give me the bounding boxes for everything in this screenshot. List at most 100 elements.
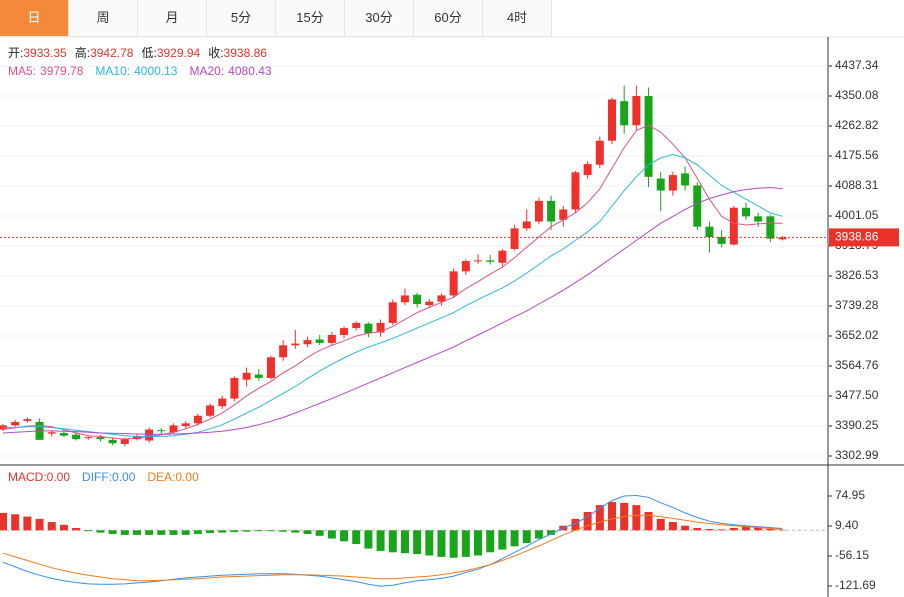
macd-bar [668,522,677,531]
candle-body [498,250,507,263]
y-tick-label: -56.15 [835,548,869,562]
macd-bar [449,530,458,558]
candle-body [218,398,227,407]
y-tick-label: 3390.25 [835,418,879,432]
legend-name: MA10: [95,64,130,78]
y-tick-label: 3302.99 [835,448,879,462]
macd-bar [352,530,361,545]
candle-body [400,295,409,303]
candle-body [206,405,215,416]
macd-bar [218,530,227,533]
timeframe-tab[interactable]: 日 [0,0,69,37]
candle-body [620,101,629,126]
candle-body [340,328,349,335]
ma-line [2,186,783,435]
legend-name: DIFF: [82,470,112,484]
macd-bar [717,529,726,531]
macd-bar [437,530,446,557]
macd-bar [705,528,714,531]
legend-name: DEA: [147,470,175,484]
macd-bar [461,530,470,557]
macd-bar [486,530,495,553]
macd-bar [206,530,215,534]
legend-value: 3979.78 [40,64,84,78]
y-tick-label: 9.40 [835,518,859,532]
info-label: 低: [141,46,156,60]
macd-bar [11,514,20,531]
candle-body [595,140,604,165]
legend-value: 0.00 [112,470,136,484]
macd-bar [35,518,44,531]
macd-bar [608,501,616,531]
timeframe-tab[interactable]: 月 [138,0,207,37]
y-tick-label: 4350.08 [835,88,879,102]
candle-body [644,96,653,177]
y-tick-label: -121.69 [835,578,876,592]
timeframe-tab[interactable]: 周 [69,0,138,37]
timeframe-tab[interactable]: 60分 [414,0,483,37]
candle-body [279,345,288,358]
timeframe-tab[interactable]: 15分 [276,0,345,37]
legend-name: MA5: [8,64,36,78]
macd-bar [595,505,604,531]
macd-bar [59,524,68,531]
macd-bar [291,530,300,533]
macd-bar [145,530,154,535]
y-tick-label: 74.95 [835,488,865,502]
y-tick-label: 4175.56 [835,148,879,162]
candle-body [157,430,166,432]
candle-body [461,261,470,272]
candle-body [266,357,275,378]
y-tick-label: 3739.28 [835,298,879,312]
macd-bar [230,530,239,533]
candle-body [352,322,361,329]
macd-bar [84,530,93,532]
candle-body [23,419,32,421]
info-label: 开: [8,46,23,60]
y-tick-label: 4088.31 [835,178,879,192]
timeframe-tab[interactable]: 5分 [207,0,276,37]
legend-name: MACD: [8,470,47,484]
info-value: 3933.35 [23,46,67,60]
tab-bar: 日周月 5分 15分 30分 60分 4时 [0,0,552,37]
macd-bar [498,530,507,550]
macd-bar [242,530,251,532]
candle-body [181,423,190,427]
macd-bar [303,530,312,534]
macd-bar [169,530,178,535]
macd-bar [193,530,202,534]
macd-bar [72,528,81,531]
candle-body [522,221,531,229]
macd-bar [157,530,166,535]
candle-body [413,294,422,305]
macd-bar [413,530,422,555]
macd-bar [120,530,129,535]
macd-bar [766,528,775,531]
macd-bar [729,528,738,531]
macd-bar [741,526,750,531]
macd-bar [644,511,653,531]
candle-body [681,173,690,186]
ma-legend: MA5: 3979.78 MA10: 4000.13 MA20: 4080.43 [8,64,272,78]
macd-line [2,514,783,582]
y-tick-label: 3477.50 [835,388,879,402]
candle-body [656,178,665,191]
candle-body [327,334,336,343]
macd-bar [376,530,385,551]
candle-body [315,339,324,343]
macd-bar [279,530,288,532]
candle-body [47,432,56,434]
macd-bar [571,518,580,531]
macd-bar [108,530,117,534]
candle-body [559,209,568,220]
candle-body [741,207,750,217]
legend-value: 4000.13 [134,64,178,78]
y-tick-label: 3826.53 [835,268,879,282]
candle-body [474,260,483,262]
y-tick-label: 3564.76 [835,358,879,372]
candle-body [291,343,300,346]
candle-body [547,200,556,222]
ma-line [2,153,783,437]
candle-body [376,322,385,333]
